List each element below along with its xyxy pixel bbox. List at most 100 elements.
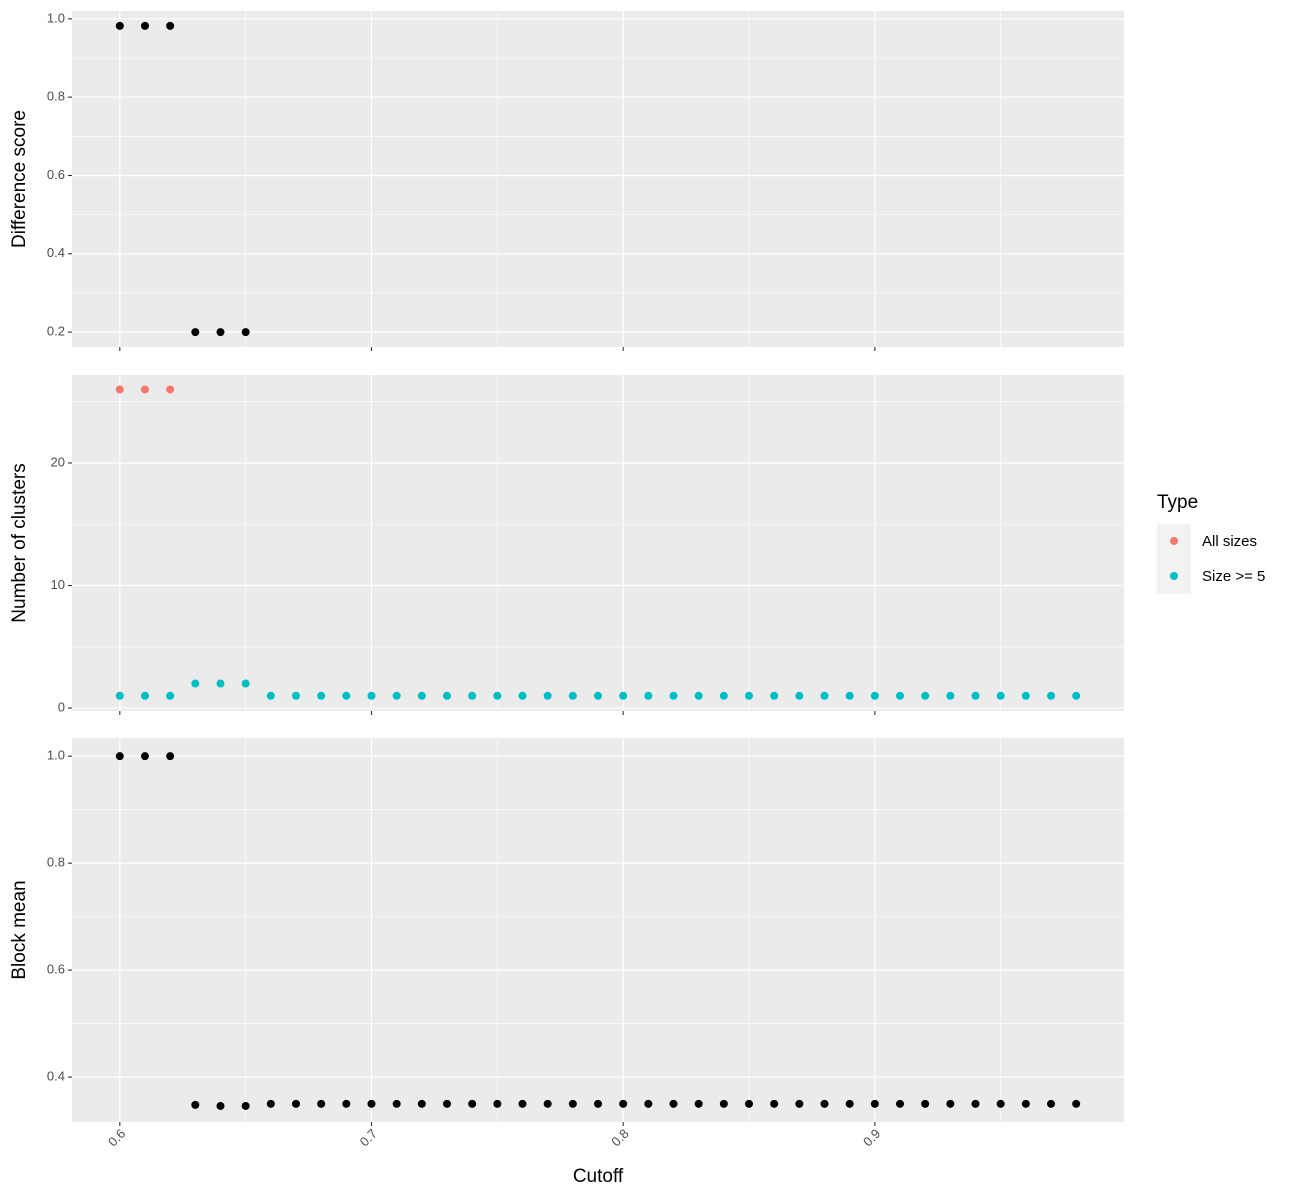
point <box>342 691 351 700</box>
y-tick-label: 10 <box>51 577 65 592</box>
point <box>594 691 602 700</box>
point <box>795 691 804 700</box>
point <box>342 1099 351 1108</box>
point <box>266 1099 275 1108</box>
x-axis-title: Cutoff <box>573 1166 624 1187</box>
x-tick-label: 0.9 <box>860 1126 883 1149</box>
point <box>317 691 326 700</box>
point <box>468 1099 477 1108</box>
point <box>719 691 728 700</box>
point <box>367 1099 376 1108</box>
point <box>568 691 577 700</box>
point <box>820 1099 829 1108</box>
point <box>115 21 124 30</box>
x-tick-label: 0.6 <box>105 1126 128 1149</box>
point <box>1047 1099 1056 1108</box>
point <box>166 691 175 700</box>
point <box>694 1099 703 1108</box>
point <box>644 1099 653 1108</box>
panel-background <box>72 738 1124 1122</box>
y-tick-label: 0 <box>58 699 65 714</box>
point <box>140 691 149 700</box>
point <box>291 1099 300 1108</box>
point <box>996 1099 1005 1108</box>
point <box>845 691 854 700</box>
point <box>870 691 879 700</box>
point <box>745 691 754 700</box>
point <box>770 1099 779 1108</box>
legend-symbol <box>1170 572 1178 580</box>
point <box>996 691 1005 700</box>
y-tick-label: 20 <box>51 454 65 469</box>
point <box>191 328 200 337</box>
point <box>216 679 225 688</box>
point <box>543 691 552 700</box>
point <box>468 691 477 700</box>
point <box>241 679 250 688</box>
point <box>568 1099 577 1108</box>
point <box>644 691 653 700</box>
y-tick-label: 0.8 <box>47 89 65 104</box>
y-tick-label: 0.6 <box>47 167 65 182</box>
point <box>166 752 175 761</box>
point <box>166 21 175 30</box>
point <box>619 1099 628 1108</box>
point <box>619 691 628 700</box>
point <box>191 679 200 688</box>
y-tick-label: 0.8 <box>47 855 65 870</box>
point <box>896 1099 905 1108</box>
point <box>417 691 426 700</box>
legend-label: Size >= 5 <box>1202 568 1265 585</box>
point <box>946 691 955 700</box>
point <box>140 385 149 394</box>
point <box>115 752 124 761</box>
point <box>317 1099 326 1108</box>
point <box>442 1099 451 1108</box>
point <box>518 1099 527 1108</box>
y-axis-title: Difference score <box>9 110 30 248</box>
point <box>1047 691 1056 700</box>
x-tick-label: 0.8 <box>608 1126 631 1149</box>
y-axis-title: Number of clusters <box>9 463 30 622</box>
point <box>392 691 401 700</box>
point <box>543 1099 552 1108</box>
point <box>1072 1099 1081 1108</box>
point <box>921 691 930 700</box>
point <box>241 1101 250 1110</box>
point <box>669 1099 678 1108</box>
point <box>216 1101 225 1110</box>
point <box>140 21 149 30</box>
point <box>921 1099 930 1108</box>
point <box>594 1099 602 1108</box>
point <box>216 328 225 337</box>
y-tick-label: 0.6 <box>47 962 65 977</box>
point <box>745 1099 754 1108</box>
y-axis-title: Block mean <box>9 880 30 979</box>
point <box>971 691 980 700</box>
point <box>115 385 124 394</box>
point <box>493 691 502 700</box>
y-tick-label: 0.4 <box>47 245 65 260</box>
point <box>870 1099 879 1108</box>
point <box>166 385 175 394</box>
legend-title: Type <box>1157 492 1198 513</box>
x-tick-label: 0.7 <box>357 1126 380 1149</box>
point <box>493 1099 502 1108</box>
y-tick-label: 1.0 <box>47 10 65 25</box>
point <box>896 691 905 700</box>
point <box>1072 691 1081 700</box>
point <box>795 1099 804 1108</box>
point <box>392 1099 401 1108</box>
point <box>770 691 779 700</box>
point <box>442 691 451 700</box>
y-tick-label: 1.0 <box>47 748 65 763</box>
point <box>694 691 703 700</box>
point <box>140 752 149 761</box>
panel-background <box>72 11 1124 347</box>
point <box>946 1099 955 1108</box>
y-tick-label: 0.4 <box>47 1069 65 1084</box>
point <box>241 328 250 337</box>
point <box>1021 691 1030 700</box>
